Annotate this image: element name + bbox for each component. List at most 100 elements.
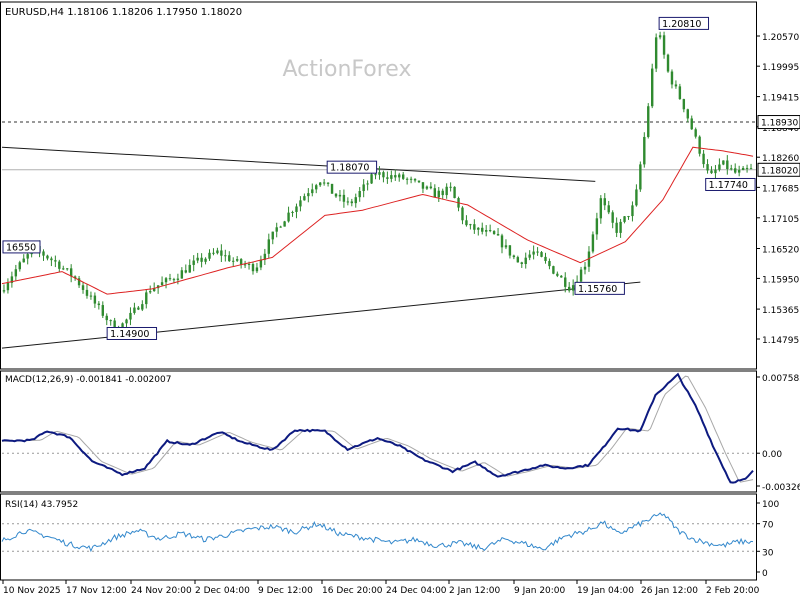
price-y-tick-label: 1.15950 xyxy=(762,275,799,285)
trendline-2 xyxy=(1,281,641,349)
candle-body xyxy=(571,285,575,291)
rsi-y-tick-label: 70 xyxy=(762,521,774,531)
candle-body xyxy=(481,227,484,232)
macd-panel-frame xyxy=(0,370,757,493)
macd-y-tick-label: -0.003264 xyxy=(762,483,800,493)
candle-body xyxy=(635,189,638,206)
candle-body xyxy=(552,266,555,274)
candle-body xyxy=(603,198,606,206)
candle-body xyxy=(528,254,531,258)
macd-y-tick-label: 0.007585 xyxy=(762,374,800,384)
candle-body xyxy=(378,172,381,175)
candle-body xyxy=(133,307,136,313)
candle-body xyxy=(14,269,18,277)
candle-body xyxy=(690,118,693,130)
candle-body xyxy=(698,136,701,154)
candle-body xyxy=(125,319,128,324)
candle-body xyxy=(627,216,630,218)
candle-body xyxy=(6,282,10,291)
x-axis-tick-label: 19 Jan 04:00 xyxy=(577,586,634,596)
candle-body xyxy=(42,251,45,256)
candle-body xyxy=(358,191,361,198)
candle-body xyxy=(232,260,235,262)
candle-body xyxy=(105,315,108,321)
candle-body xyxy=(386,177,389,179)
candle-body xyxy=(22,258,25,263)
current-price-label: 1.18020 xyxy=(761,166,798,176)
price-y-tick-label: 1.14795 xyxy=(762,336,799,346)
price-y-tick-label: 1.15365 xyxy=(762,306,799,316)
candle-body xyxy=(678,86,682,100)
candle-body xyxy=(579,269,583,282)
candle-body xyxy=(89,295,93,297)
candle-body xyxy=(66,268,69,270)
candle-body xyxy=(382,172,385,178)
candle-body xyxy=(619,221,622,233)
candle-body xyxy=(109,320,112,322)
candle-body xyxy=(465,220,468,226)
candle-body xyxy=(156,285,160,289)
candle-body xyxy=(437,190,440,198)
price-annotation-label: 1.18070 xyxy=(330,163,369,174)
candle-body xyxy=(54,260,57,262)
x-axis-tick-label: 2 Feb 20:00 xyxy=(706,586,760,596)
rsi-y-tick-label: 30 xyxy=(762,548,774,558)
candle-body xyxy=(477,227,480,230)
candle-body xyxy=(271,231,274,240)
candle-body xyxy=(224,255,227,257)
candle-body xyxy=(342,194,346,202)
candle-body xyxy=(283,221,286,227)
candle-body xyxy=(299,200,302,207)
candle-body xyxy=(670,71,674,85)
candle-body xyxy=(188,264,191,273)
candle-body xyxy=(686,109,689,119)
candle-body xyxy=(544,256,547,261)
candle-body xyxy=(500,235,504,248)
candle-body xyxy=(749,168,753,170)
candle-body xyxy=(611,212,614,223)
macd-line xyxy=(1,372,754,484)
candle-body xyxy=(737,170,741,173)
level-price-box xyxy=(757,115,800,130)
candle-body xyxy=(512,255,516,258)
candle-body xyxy=(445,186,448,196)
candle-body xyxy=(473,224,476,230)
price-annotation-box xyxy=(658,16,710,30)
candle-body xyxy=(390,175,393,179)
rsi-line xyxy=(1,512,754,553)
candle-body xyxy=(496,234,500,236)
candle-body xyxy=(654,37,658,69)
candle-body xyxy=(662,35,666,55)
candle-body xyxy=(216,250,219,254)
candle-body xyxy=(425,186,429,189)
x-axis-tick-label: 9 Jan 20:00 xyxy=(514,586,566,596)
price-y-tick-label: 1.17685 xyxy=(762,184,799,194)
candle-body xyxy=(631,205,634,217)
price-annotation-label: 1.20810 xyxy=(662,19,701,30)
candle-body xyxy=(599,198,603,219)
candle-body xyxy=(326,182,330,184)
candle-body xyxy=(607,205,610,213)
price-annotation-label: 1.14900 xyxy=(110,329,149,340)
price-annotation-box xyxy=(574,281,625,295)
candle-body xyxy=(366,183,369,185)
candle-body xyxy=(524,257,527,264)
candle-body xyxy=(639,164,642,190)
candle-body xyxy=(295,206,298,212)
candle-body xyxy=(235,259,239,261)
candle-body xyxy=(694,129,697,137)
candle-body xyxy=(354,197,357,204)
price-y-tick-label: 1.18260 xyxy=(762,154,799,164)
candle-body xyxy=(101,305,104,316)
candle-body xyxy=(548,260,551,267)
candle-body xyxy=(176,278,180,280)
candle-body xyxy=(81,285,85,290)
price-annotation-label: 1.15760 xyxy=(578,284,617,295)
candle-body xyxy=(682,99,686,110)
candle-body xyxy=(520,262,523,264)
candle-body xyxy=(247,263,251,265)
candle-body xyxy=(208,252,211,259)
candle-body xyxy=(409,178,413,180)
price-y-tick-label: 1.19995 xyxy=(762,63,799,73)
